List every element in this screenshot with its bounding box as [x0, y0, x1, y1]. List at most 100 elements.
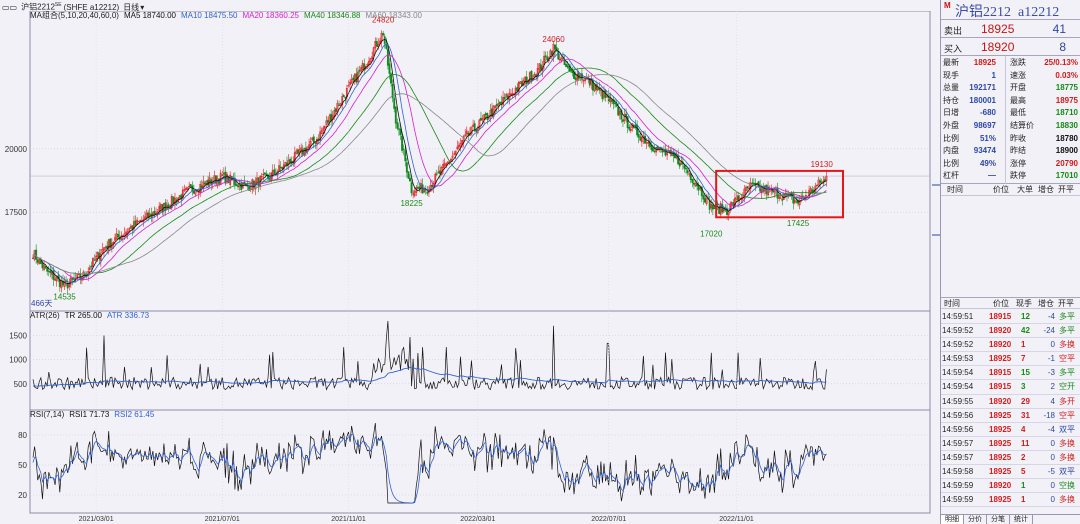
- tick-header-type: 开平: [1058, 299, 1074, 308]
- candle-body: [514, 88, 517, 96]
- candle-body: [541, 66, 544, 71]
- candle-body: [161, 204, 164, 213]
- rsi-tick-label: 80: [18, 431, 27, 440]
- price-panel-frame: [29, 10, 931, 312]
- contract-code: (SHFE a12212): [63, 2, 120, 11]
- tick-row[interactable]: 14:59:59 18925 1 0 多换: [941, 493, 1080, 508]
- tick-row[interactable]: 14:59:59 18920 1 0 空换: [941, 479, 1080, 494]
- tick-row[interactable]: 14:59:52 18920 42 -24 多平: [941, 324, 1080, 339]
- candle-body: [36, 259, 39, 263]
- candle-body: [487, 117, 490, 119]
- ask-row[interactable]: 卖出 18925 41: [941, 20, 1080, 38]
- tick-row[interactable]: 14:59:58 18925 5 -5 双平: [941, 465, 1080, 480]
- candle-body: [101, 248, 104, 254]
- tick-row[interactable]: 14:59:54 18915 3 2 空开: [941, 380, 1080, 395]
- candle-body: [416, 187, 419, 189]
- tick-row[interactable]: 14:59:54 18915 15 -3 多平: [941, 366, 1080, 381]
- period-caret-icon[interactable]: ▾: [140, 2, 145, 11]
- candle-body: [371, 56, 374, 59]
- tab-2[interactable]: 分笔: [987, 515, 1010, 524]
- candle-body: [99, 254, 102, 261]
- atr-legend-value-1: ATR 336.73: [107, 311, 150, 320]
- candle-body: [746, 186, 749, 189]
- date-label: 2021/11/01: [331, 516, 366, 523]
- tick-header-inc: 增仓: [1038, 299, 1054, 308]
- candle-body: [426, 191, 429, 194]
- minute-header-time: 时间: [947, 185, 963, 194]
- tick-header: 时间 价位 现手 增仓 开平: [941, 297, 1080, 309]
- candle-body: [759, 185, 762, 192]
- atr-legend-value-0: TR 265.00: [64, 311, 102, 320]
- tick-row[interactable]: 14:59:51 18915 12 -4 多平: [941, 310, 1080, 325]
- tick-row[interactable]: 14:59:56 18925 31 -18 空平: [941, 409, 1080, 423]
- tick-list[interactable]: 14:59:51 18915 12 -4 多平 14:59:52 18920 42 -24 多平 1…: [941, 310, 1080, 508]
- kline-chart-area[interactable]: 20000 17500 1500 1000 500 80 50 20 24820 24060 191…: [0, 0, 940, 524]
- date-label: 2022/03/01: [460, 516, 495, 523]
- candle-body: [200, 185, 203, 189]
- detail-tabs[interactable]: 明细 分价 分笔 统计: [941, 514, 1080, 524]
- period-selector[interactable]: 日线: [123, 2, 140, 11]
- quote-stat-row: 最新 18925 涨跌 25/0.13%: [943, 58, 1078, 67]
- tick-row[interactable]: 14:59:57 18925 11 0 多换: [941, 437, 1080, 451]
- quote-panel: M 沪铝2212 a12212 卖出 18925 41 买入 18920 8 最…: [940, 0, 1080, 524]
- candle-body: [35, 249, 38, 260]
- quote-stat-row: 总量 192171 开盘 18775: [943, 83, 1078, 93]
- candle-body: [614, 103, 617, 105]
- candle-body: [633, 125, 635, 127]
- candle-body: [678, 162, 681, 167]
- price-annotation: 24820: [372, 16, 395, 25]
- candle-body: [407, 171, 410, 179]
- ma-legend-value-1: MA10 18475.50: [180, 11, 238, 20]
- candle-body: [410, 182, 413, 194]
- tab-1[interactable]: 分价: [964, 515, 987, 524]
- candle-body: [781, 199, 784, 201]
- candle-body: [473, 123, 476, 131]
- candle-body: [480, 117, 482, 121]
- candle-body: [816, 185, 818, 187]
- candle-body: [517, 82, 520, 92]
- rsi-legend: RSI(7,14) RSI1 71.73 RSI2 61.45: [30, 410, 159, 420]
- candle-body: [650, 145, 653, 150]
- ma-line-20: [32, 54, 827, 281]
- candle-body: [478, 119, 481, 129]
- tick-row[interactable]: 14:59:53 18925 7 -1 空平: [941, 352, 1080, 367]
- atr-tick-label: 1000: [9, 356, 27, 365]
- bid-row[interactable]: 买入 18920 8: [941, 38, 1080, 56]
- candle-body: [322, 127, 325, 132]
- candle-body: [112, 242, 115, 244]
- candle-body: [375, 41, 378, 47]
- candle-body: [554, 44, 557, 50]
- rsi-legend-label[interactable]: RSI(7,14): [30, 410, 65, 419]
- ma-line-5: [32, 38, 827, 285]
- candle-body: [435, 173, 438, 175]
- tick-row[interactable]: 14:59:57 18925 2 0 多换: [941, 451, 1080, 466]
- candle-body: [47, 270, 50, 272]
- candle-body: [651, 147, 654, 152]
- tick-row[interactable]: 14:59:52 18920 1 0 多换: [941, 338, 1080, 353]
- tab-0[interactable]: 明细: [941, 515, 964, 524]
- tick-row[interactable]: 14:59:56 18925 4 -4 双平: [941, 423, 1080, 437]
- candle-body: [293, 152, 296, 163]
- candle-body: [388, 63, 391, 74]
- candle-body: [308, 144, 310, 149]
- candle-body: [560, 57, 563, 61]
- candle-body: [752, 182, 755, 185]
- date-label: 2021/03/01: [79, 516, 114, 523]
- quote-stat-row: 比例 49% 涨停 20790: [943, 158, 1078, 168]
- candle-body: [164, 202, 167, 211]
- candle-body: [368, 60, 370, 65]
- ma-legend-label[interactable]: MA组合(5,10,20,40,60,0): [30, 11, 119, 20]
- candle-body: [637, 133, 640, 138]
- candle-body: [429, 185, 432, 192]
- candle-body: [399, 128, 402, 135]
- candle-body: [189, 184, 192, 187]
- tab-icon[interactable]: ▭▭: [2, 2, 18, 11]
- candle-body: [628, 126, 631, 130]
- candle-body: [319, 131, 322, 141]
- candle-body: [495, 104, 498, 107]
- candle-body: [700, 186, 703, 197]
- price-annotation: 17425: [787, 219, 810, 228]
- tab-3[interactable]: 统计: [1010, 515, 1033, 524]
- tick-row[interactable]: 14:59:55 18920 29 4 多开: [941, 395, 1080, 409]
- atr-legend-label[interactable]: ATR(26): [30, 311, 60, 320]
